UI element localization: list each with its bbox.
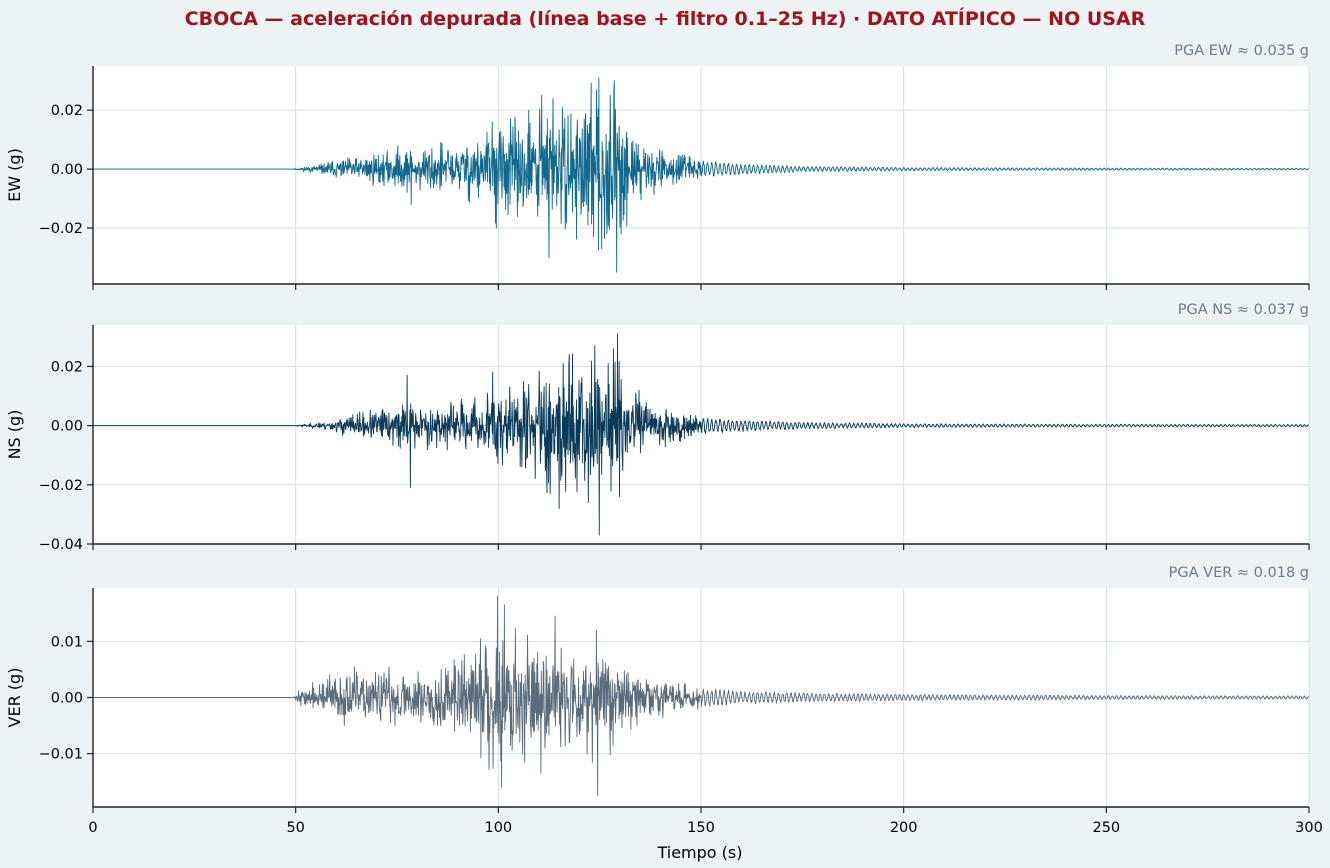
- y-tick-label: 0.02: [51, 359, 83, 375]
- y-tick-label: −0.02: [39, 221, 83, 237]
- y-tick-label: −0.01: [39, 747, 83, 763]
- x-tick-label: 300: [1295, 820, 1323, 836]
- trace-ew: [92, 77, 1310, 273]
- y-tick-label: −0.02: [39, 478, 83, 494]
- y-axis-label-ns: NS (g): [5, 410, 24, 460]
- y-tick-label: 0.02: [51, 103, 83, 119]
- pga-annotation-ver: PGA VER ≈ 0.018 g: [1169, 565, 1309, 581]
- pga-annotation-ns: PGA NS ≈ 0.037 g: [1178, 302, 1309, 318]
- x-tick-label: 250: [1092, 820, 1120, 836]
- y-tick-label: 0.01: [51, 634, 83, 650]
- y-tick-label: −0.04: [39, 537, 83, 553]
- trace-ver: [92, 595, 1310, 797]
- x-axis-label: Tiempo (s): [656, 843, 742, 862]
- panel-ew: 0.02 0.00 −0.02 EW (g) PGA EW ≈ 0.035 g: [5, 43, 1310, 290]
- trace-ns: [92, 333, 1310, 536]
- x-tick-label: 100: [484, 820, 512, 836]
- x-tick-label: 50: [286, 820, 304, 836]
- y-axis-label-ew: EW (g): [5, 148, 24, 202]
- pga-annotation-ew: PGA EW ≈ 0.035 g: [1174, 43, 1309, 59]
- x-tick-label: 0: [88, 820, 97, 836]
- y-tick-label: 0.00: [51, 419, 83, 435]
- y-tick-label: 0.00: [51, 162, 83, 178]
- y-tick-label: 0.00: [51, 691, 83, 707]
- panel-ver: 0.01 0.00 −0.01 0 50 100 150 200 250 300 VER (g) PG…: [5, 565, 1323, 836]
- figure-title: CBOCA — aceleración depurada (línea base…: [185, 7, 1146, 30]
- panel-ns: 0.02 0.00 −0.02 −0.04 NS (g) PGA NS ≈ 0.037 g: [5, 302, 1310, 553]
- y-axis-label-ver: VER (g): [5, 668, 24, 728]
- x-tick-label: 150: [687, 820, 715, 836]
- x-tick-label: 200: [890, 820, 918, 836]
